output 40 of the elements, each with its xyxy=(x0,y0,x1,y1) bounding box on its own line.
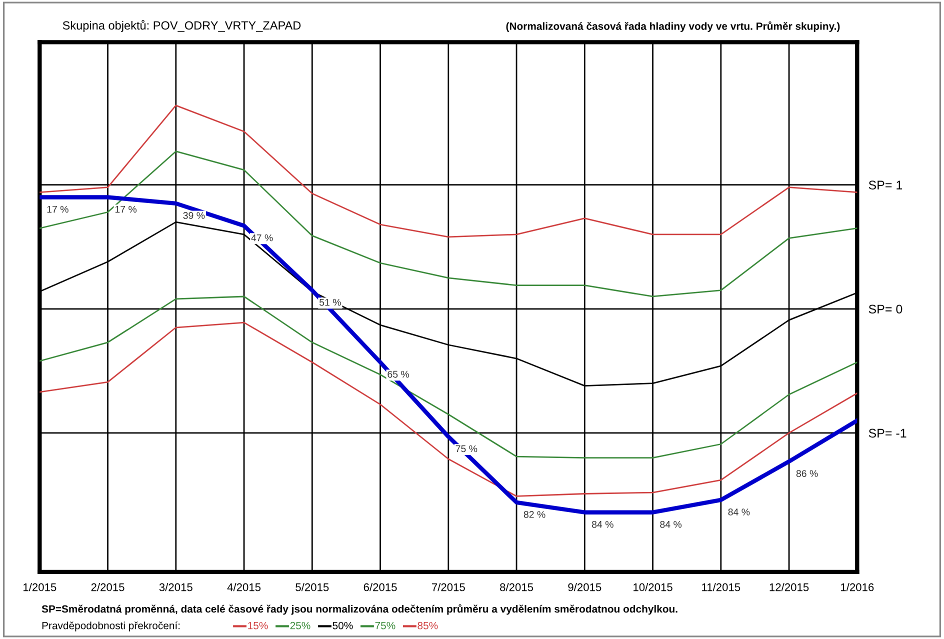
x-tick-label: 1/2015 xyxy=(24,583,56,592)
y-tick-label: SP= -1 xyxy=(868,428,906,438)
x-tick-label: 3/2015 xyxy=(159,583,192,592)
annotation: 82 % xyxy=(524,511,546,518)
y-tick-label: SP= 1 xyxy=(868,180,902,190)
line-series xyxy=(40,150,858,298)
legend-title: Pravděpodobnosti překročení: xyxy=(42,622,180,632)
annotation: 17 % xyxy=(115,206,137,213)
annotation: 17 % xyxy=(47,206,68,213)
chart-subtitle: (Normalizovaná časová řada hladiny vody ve vrtu. Průměr skupiny.) xyxy=(506,21,840,32)
x-tick-label: 5/2015 xyxy=(296,583,329,592)
annotation: 84 % xyxy=(728,508,750,516)
annotation: 86 % xyxy=(796,470,818,477)
annotation: 47 % xyxy=(251,234,273,242)
line-series xyxy=(40,322,858,497)
line-series xyxy=(40,296,858,458)
x-tick-label: 2/2015 xyxy=(91,583,124,592)
y-tick-label: SP= 0 xyxy=(868,304,902,314)
text: SP=Směrodatná proměnná, data celé časové řady jsou normalizována odečtením průměru a vydělením směrodatnou odchylkou. xyxy=(42,604,678,615)
x-tick-label: 7/2015 xyxy=(432,583,465,592)
annotation: 84 % xyxy=(660,520,682,528)
x-tick-label: 4/2015 xyxy=(227,583,261,592)
legend-label: 15% xyxy=(248,622,268,630)
x-tick-label: 6/2015 xyxy=(364,583,397,592)
x-tick-label: 12/2015 xyxy=(770,583,809,592)
legend-label: 85% xyxy=(418,622,438,630)
x-tick-label: 10/2015 xyxy=(634,583,672,592)
x-tick-label: 1/2016 xyxy=(841,583,874,592)
legend-label: 25% xyxy=(290,622,310,630)
chart-title: Skupina objektů: POV_ODRY_VRTY_ZAPAD xyxy=(62,20,301,32)
annotation: 39 % xyxy=(183,212,205,219)
legend-label: 50% xyxy=(332,622,353,630)
annotation: 75 % xyxy=(456,445,478,452)
x-tick-label: 8/2015 xyxy=(500,583,534,592)
legend-label: 75% xyxy=(375,622,396,630)
annotation: 84 % xyxy=(592,520,614,528)
x-tick-label: 9/2015 xyxy=(568,583,602,592)
annotation: 51 % xyxy=(319,298,341,306)
annotation: 65 % xyxy=(388,370,410,378)
x-tick-label: 11/2015 xyxy=(702,583,740,592)
